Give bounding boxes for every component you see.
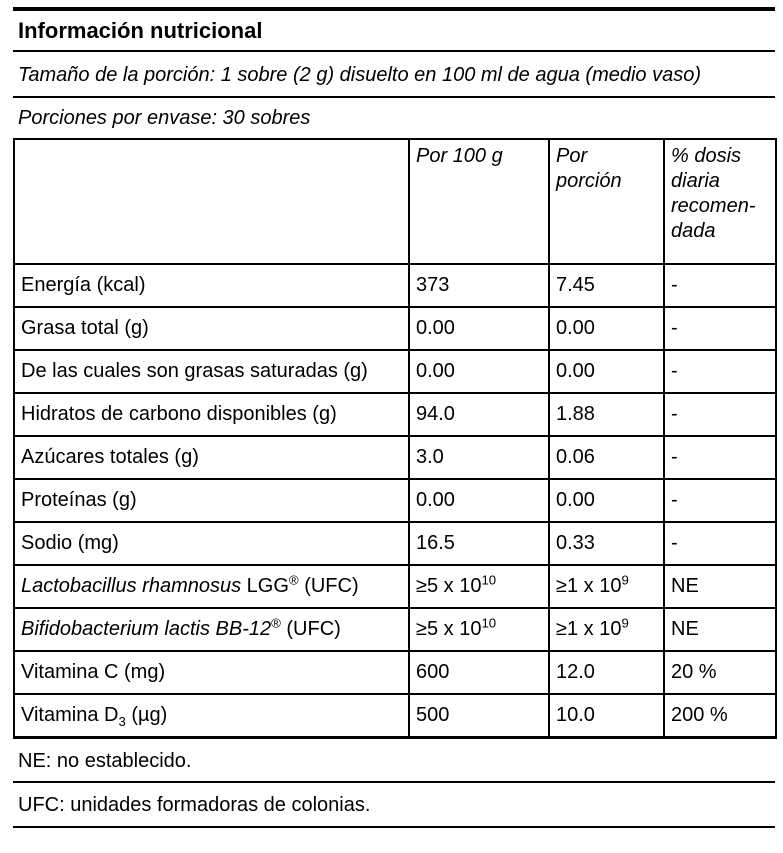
cell-label: Proteínas (g): [13, 478, 410, 523]
table-row: Vitamina D3 (µg) 500 10.0 200 %: [13, 693, 777, 739]
table-row: Proteínas (g) 0.00 0.00-: [13, 478, 777, 523]
table-row: Sodio (mg) 16.5 0.33-: [13, 521, 777, 566]
footnote-ufc: UFC: unidades formadoras de colonias.: [18, 793, 371, 816]
cell-per-100g: 0.00: [408, 478, 550, 523]
cell-pct-daily: -: [663, 435, 777, 480]
cell-label: Hidratos de carbono disponibles (g): [13, 392, 410, 437]
cell-pct-daily: -: [663, 521, 777, 566]
cell-label: Vitamina D3 (µg): [13, 693, 410, 739]
cell-per-portion: ≥1 x 109: [548, 607, 665, 652]
nutrition-table: Por 100 g Por porción% dosis diaria recom…: [13, 138, 777, 739]
cell-per-100g: ≥5 x 1010: [408, 564, 550, 609]
serving-size-line: Tamaño de la porción: 1 sobre (2 g) disu…: [18, 64, 701, 86]
cell-label: Energía (kcal): [13, 263, 410, 308]
cell-pct-daily: -: [663, 392, 777, 437]
title-divider: [13, 50, 775, 52]
cell-per-portion: 10.0: [548, 693, 665, 739]
label-title: Información nutricional: [18, 18, 263, 43]
cell-per-portion: 12.0: [548, 650, 665, 695]
cell-pct-daily: -: [663, 478, 777, 523]
table-row: Grasa total (g) 0.00 0.00-: [13, 306, 777, 351]
cell-pct-daily: 20 %: [663, 650, 777, 695]
cell-per-100g: 0.00: [408, 306, 550, 351]
column-header-label: [13, 138, 410, 265]
cell-per-portion: 7.45: [548, 263, 665, 308]
cell-per-100g: 500: [408, 693, 550, 739]
nutrition-label: Información nutricional Tamaño de la por…: [13, 7, 777, 828]
cell-pct-daily: 200 %: [663, 693, 777, 739]
bottom-rule: [13, 825, 775, 828]
cell-per-100g: 94.0: [408, 392, 550, 437]
cell-label: Azúcares totales (g): [13, 435, 410, 480]
table-row: Hidratos de carbono disponibles (g) 94.0 1…: [13, 392, 777, 437]
cell-pct-daily: -: [663, 306, 777, 351]
table-row: Azúcares totales (g) 3.0 0.06-: [13, 435, 777, 480]
table-row: De las cuales son grasas saturadas (g) 0.…: [13, 349, 777, 394]
table-row: Lactobacillus rhamnosus LGG® (UFC) ≥5 x 1…: [13, 564, 777, 609]
cell-per-100g: ≥5 x 1010: [408, 607, 550, 652]
serving-divider: [13, 96, 775, 98]
footnote-ne: NE: no establecido.: [18, 749, 192, 772]
cell-per-portion: 0.06: [548, 435, 665, 480]
servings-per-container-line: Porciones por envase: 30 sobres: [18, 107, 311, 129]
cell-per-100g: 3.0: [408, 435, 550, 480]
cell-per-100g: 373: [408, 263, 550, 308]
cell-per-100g: 600: [408, 650, 550, 695]
cell-per-100g: 16.5: [408, 521, 550, 566]
cell-pct-daily: -: [663, 263, 777, 308]
cell-label: Sodio (mg): [13, 521, 410, 566]
column-header-per-portion: Por porción: [548, 138, 665, 265]
cell-label: De las cuales son grasas saturadas (g): [13, 349, 410, 394]
cell-per-portion: ≥1 x 109: [548, 564, 665, 609]
table-row: Vitamina C (mg) 600 12.0 20 %: [13, 650, 777, 695]
cell-per-portion: 1.88: [548, 392, 665, 437]
footnote-divider: [13, 780, 775, 783]
top-rule: [13, 7, 775, 11]
table-row: Bifidobacterium lactis BB-12® (UFC) ≥5 x …: [13, 607, 777, 652]
cell-pct-daily: NE: [663, 607, 777, 652]
column-header-per-100g: Por 100 g: [408, 138, 550, 265]
cell-label: Grasa total (g): [13, 306, 410, 351]
cell-label: Vitamina C (mg): [13, 650, 410, 695]
cell-pct-daily: NE: [663, 564, 777, 609]
table-header-row: Por 100 g Por porción% dosis diaria recom…: [13, 138, 777, 265]
cell-pct-daily: -: [663, 349, 777, 394]
cell-label: Lactobacillus rhamnosus LGG® (UFC): [13, 564, 410, 609]
table-row: Energía (kcal) 373 7.45-: [13, 263, 777, 308]
cell-per-portion: 0.33: [548, 521, 665, 566]
cell-per-portion: 0.00: [548, 306, 665, 351]
cell-per-100g: 0.00: [408, 349, 550, 394]
cell-label: Bifidobacterium lactis BB-12® (UFC): [13, 607, 410, 652]
cell-per-portion: 0.00: [548, 478, 665, 523]
column-header-pct-daily: % dosis diaria recomen- dada: [663, 138, 777, 265]
cell-per-portion: 0.00: [548, 349, 665, 394]
